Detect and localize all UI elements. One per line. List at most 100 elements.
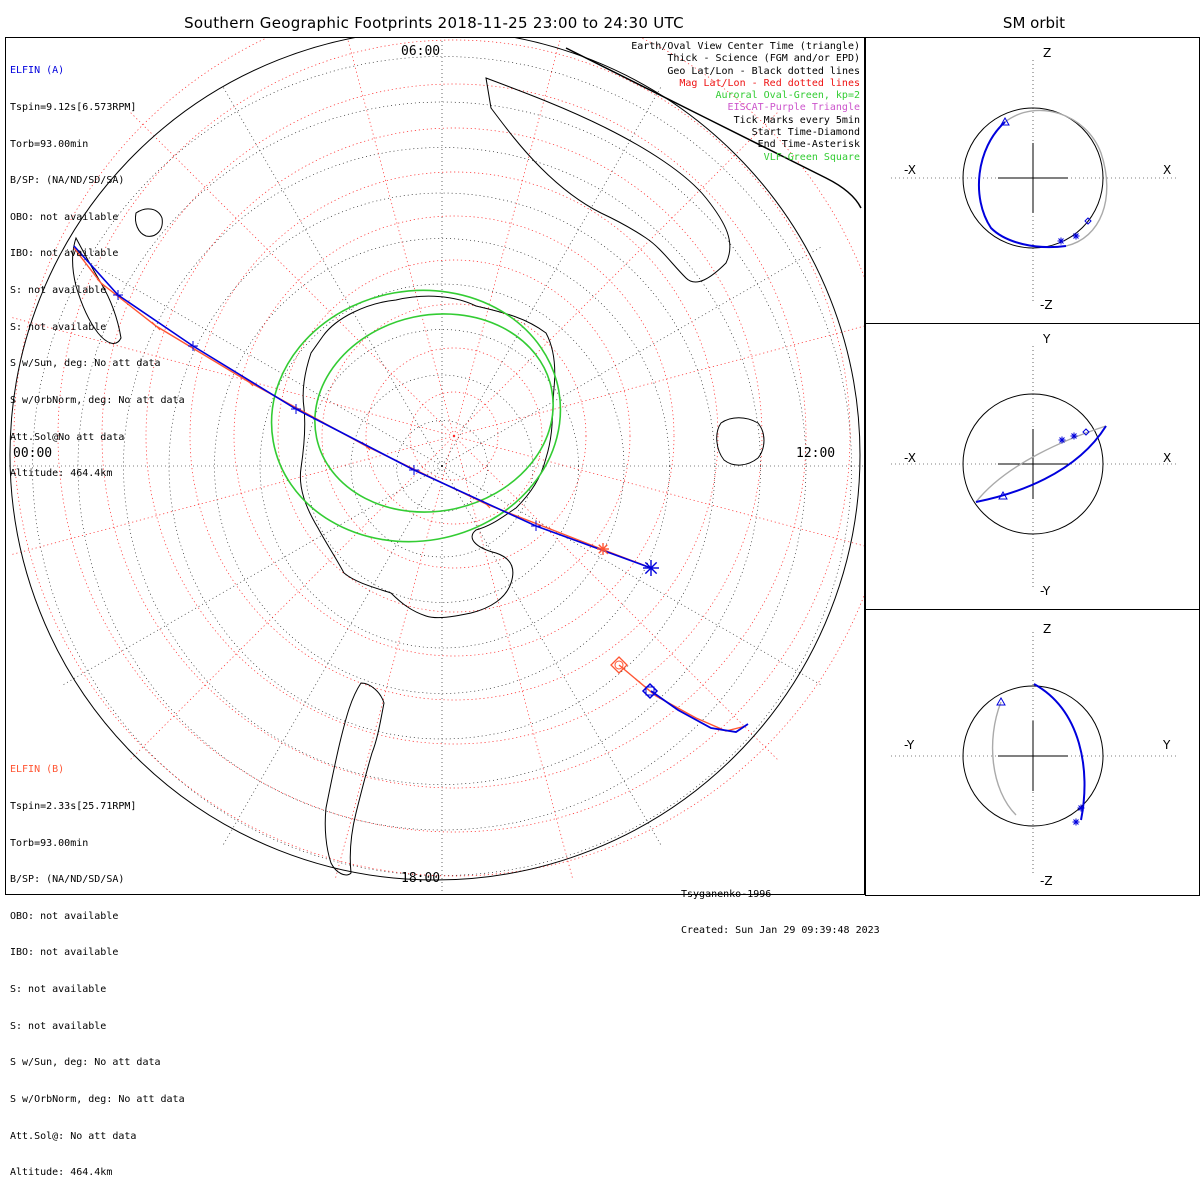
legend-item: Tick Marks every 5min — [733, 114, 860, 126]
elfin-a-line: Altitude: 464.4km — [10, 468, 113, 480]
sm-orbit-blue-track — [977, 121, 1067, 249]
geo-lon-line — [221, 465, 443, 848]
sm-axis-down: -Z — [1040, 298, 1053, 312]
mag-lon-line — [453, 110, 780, 437]
antarctica-coast — [299, 295, 556, 619]
legend-item: VLF-Green Square — [763, 151, 860, 163]
geo-lon-line — [60, 245, 443, 467]
mag-lat-circle — [57, 39, 851, 833]
sm-plot-xy — [891, 346, 1176, 589]
sm-end-asterisk — [1073, 819, 1079, 825]
mag-lon-line — [9, 316, 455, 437]
elfin-a-info: ELFIN (A) Tspin=9.12s[6.573RPM] Torb=93.… — [10, 41, 185, 505]
sm-axis-right: X — [1163, 451, 1172, 465]
mag-lon-line — [453, 435, 780, 762]
sm-orbit-gray-track — [991, 701, 1017, 816]
mag-lon-line — [453, 325, 864, 437]
elfin-b-line: S: not available — [10, 1020, 107, 1032]
elfin-a-name: ELFIN (A) — [10, 65, 65, 77]
tasmania-coast — [135, 208, 163, 237]
sm-plot-yz — [891, 632, 1176, 875]
sm-end-asterisk — [1059, 437, 1065, 443]
sm-earth-circle — [962, 393, 1104, 535]
legend-item: Thick - Science (FGM and/or EPD) — [667, 53, 860, 65]
sm-orbit-gray-track — [975, 425, 1107, 503]
mag-lon-line — [9, 435, 455, 556]
sm-axis-left: -X — [904, 163, 916, 177]
sm-orbit-gray-track — [1004, 109, 1108, 247]
elfin-b-footprint-line — [73, 247, 647, 567]
sm-panel-xy: Y -Y -X X — [865, 323, 1200, 610]
mag-lat-circle — [145, 127, 763, 745]
elfin-a-line: OBO: not available — [10, 211, 119, 223]
legend-item: End Time-Asterisk — [757, 139, 860, 151]
legend-item: EISCAT-Purple Triangle — [727, 102, 860, 114]
elfin-b-line: S w/OrbNorm, deg: No att data — [10, 1093, 185, 1105]
geo-lat-circle — [214, 238, 670, 694]
elfin-a-line: S: not available — [10, 321, 107, 333]
created-timestamp: Created: Sun Jan 29 09:39:48 2023 — [681, 925, 880, 937]
sm-view-triangle — [998, 490, 1008, 500]
mag-lat-circle — [277, 259, 631, 613]
legend-item: Start Time-Diamond — [751, 127, 860, 139]
legend-item: Geo Lat/Lon - Black dotted lines — [667, 65, 860, 77]
elfin-a-segment2-line — [650, 690, 749, 733]
elfin-b-line: S: not available — [10, 984, 107, 996]
elfin-b-tick — [96, 278, 106, 288]
sm-orbit-title: SM orbit — [1002, 14, 1066, 32]
elfin-b-tick — [151, 321, 161, 331]
sm-earth-circle — [962, 107, 1104, 249]
mag-lon-line — [453, 38, 562, 437]
elfin-a-line: S w/Sun, deg: No att data — [10, 358, 161, 370]
elfin-a-line: B/SP: (NA/ND/SD/SA) — [10, 175, 125, 187]
sm-end-asterisk — [1058, 238, 1064, 244]
geo-lat-circle — [350, 374, 534, 558]
elfin-b-segment2-line — [618, 664, 747, 732]
elfin-a-start-diamond — [641, 682, 659, 700]
mag-lon-line — [128, 435, 455, 762]
mag-lat-circle — [189, 171, 719, 701]
geo-lon-line — [441, 245, 824, 467]
elfin-b-line: OBO: not available — [10, 910, 119, 922]
mag-lon-line — [453, 435, 864, 547]
mlt-label-left: 00:00 — [13, 446, 53, 461]
sm-start-diamond — [1082, 428, 1090, 436]
sm-plot-xz — [891, 60, 1176, 303]
sm-panel-xz: Z -Z -X X — [865, 37, 1200, 324]
elfin-b-start-marker — [614, 660, 624, 670]
model-label: Tsyganenko-1996 — [681, 888, 772, 900]
legend: Earth/Oval View Center Time (triangle) T… — [631, 41, 860, 164]
elfin-b-line: Tspin=2.33s[25.71RPM] — [10, 801, 137, 813]
mag-lat-circle — [101, 83, 807, 789]
sm-view-triangle — [1000, 116, 1010, 126]
sm-panel-yz: Z -Z -Y Y — [865, 609, 1200, 896]
sm-axis-down: -Y — [1040, 584, 1051, 598]
footprint-map — [6, 38, 864, 894]
sm-axis-up: Y — [1043, 332, 1051, 346]
elfin-b-line: B/SP: (NA/ND/SD/SA) — [10, 874, 125, 886]
mag-lat-circle — [233, 215, 675, 657]
elfin-b-line: Torb=93.00min — [10, 837, 89, 849]
geo-lon-line — [441, 465, 663, 848]
geo-lon-line — [441, 84, 663, 467]
sm-axis-left: -X — [904, 451, 916, 465]
mag-lon-line — [128, 110, 455, 437]
legend-item: Mag Lat/Lon - Red dotted lines — [679, 77, 860, 89]
legend-item: Earth/Oval View Center Time (triangle) — [631, 41, 860, 52]
elfin-a-end-asterisk — [644, 561, 658, 575]
geo-lat-circle — [32, 56, 852, 876]
auroral-oval-outer — [270, 289, 562, 543]
elfin-a-line: S w/OrbNorm, deg: No att data — [10, 394, 185, 406]
geo-lon-line — [441, 465, 824, 687]
sm-axis-down: -Z — [1040, 874, 1053, 888]
mag-lon-line — [453, 435, 574, 881]
geo-lat-circle — [396, 420, 488, 512]
elfin-a-start-marker — [645, 686, 655, 696]
sm-end-asterisk — [1073, 233, 1079, 239]
elfin-b-line: S w/Sun, deg: No att data — [10, 1057, 161, 1069]
sm-end-asterisk — [1071, 433, 1077, 439]
mag-lat-circle — [409, 391, 499, 481]
mlt-label-right: 12:00 — [796, 446, 836, 461]
earth-limb — [9, 38, 861, 881]
sm-start-diamond — [1084, 217, 1092, 225]
